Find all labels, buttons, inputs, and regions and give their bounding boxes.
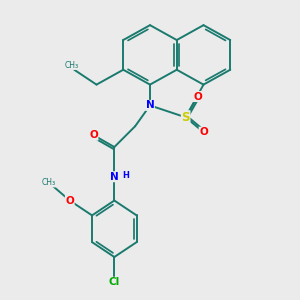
Text: N: N <box>146 100 154 110</box>
Text: O: O <box>65 196 74 206</box>
Text: O: O <box>199 127 208 137</box>
Text: N: N <box>110 172 119 182</box>
Text: CH₃: CH₃ <box>42 178 56 187</box>
Text: O: O <box>193 92 202 101</box>
Text: S: S <box>182 111 190 124</box>
Text: H: H <box>122 171 129 180</box>
Text: Cl: Cl <box>109 277 120 287</box>
Text: CH₃: CH₃ <box>64 61 78 70</box>
Text: O: O <box>89 130 98 140</box>
